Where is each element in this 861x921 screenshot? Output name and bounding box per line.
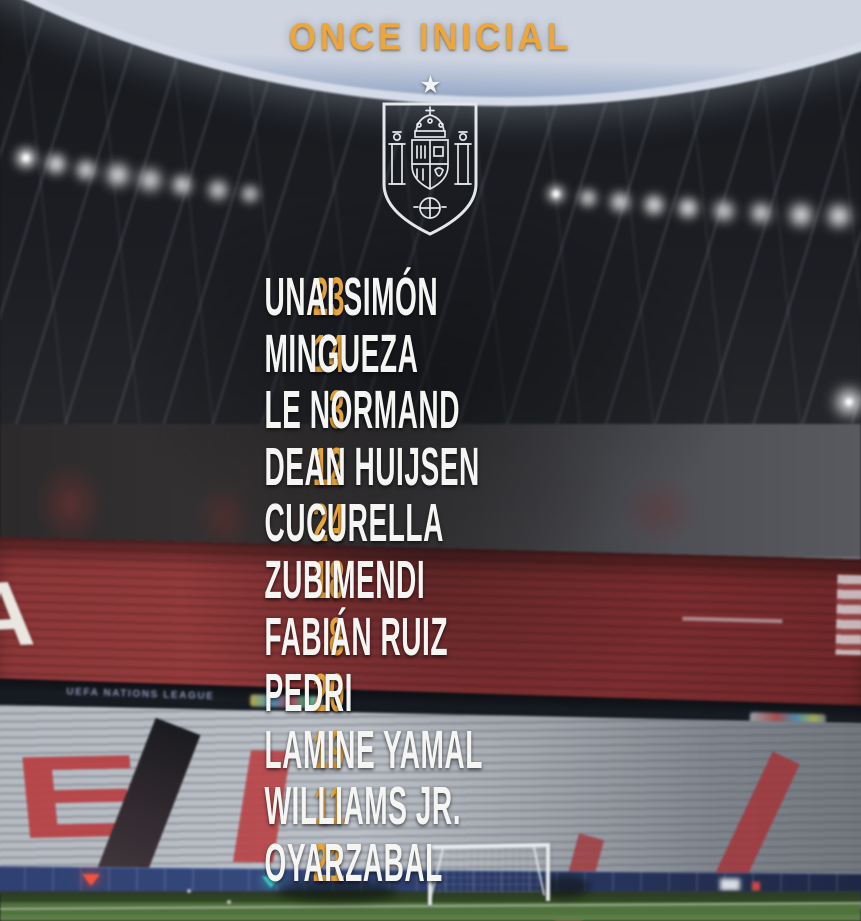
player-number: 19 [312,719,346,780]
player-name: CUCURELLA [264,492,444,553]
player-number: 11 [314,775,346,836]
player-name: OYARZABAL [264,832,443,893]
player-number: 3 [328,379,346,440]
player-row: 14 MINGUEZA [252,325,699,382]
player-row: 23 UNAI SIMÓN [252,268,699,325]
player-name: UNAI SIMÓN [264,266,439,327]
player-name: LE NORMAND [264,379,460,440]
player-name: PEDRI [264,662,353,723]
player-number: 23 [312,266,346,327]
player-name: FABIÁN RUIZ [264,606,449,667]
player-row: 8 FABIÁN RUIZ [252,608,699,665]
player-number: 14 [312,323,346,384]
player-row: 12 DEAN HUIJSEN [252,438,699,495]
player-row: 18 ZUBIMENDI [252,551,699,608]
player-name: DEAN HUIJSEN [264,436,480,497]
player-row: 3 LE NORMAND [252,381,699,438]
player-row: 20 PEDRI [252,664,699,721]
player-number: 24 [312,492,346,553]
page-title: ONCE INICIAL [288,14,573,59]
player-number: 20 [312,662,346,723]
player-name: LAMINE YAMAL [264,719,483,780]
player-number: 8 [328,606,346,667]
champion-star-icon: ★ [419,71,442,99]
player-row: 19 LAMINE YAMAL [252,721,699,778]
player-name: MINGUEZA [264,323,419,384]
player-row: 11 WILLIAMS JR. [252,777,699,834]
player-name: ZUBIMENDI [264,549,426,610]
player-number: 12 [312,436,346,497]
spain-crest-icon [382,102,478,236]
player-name: WILLIAMS JR. [264,775,462,836]
player-row: 24 CUCURELLA [252,494,699,551]
player-number: 21 [312,832,346,893]
player-row: 21 OYARZABAL [252,834,699,891]
player-number: 18 [312,549,346,610]
